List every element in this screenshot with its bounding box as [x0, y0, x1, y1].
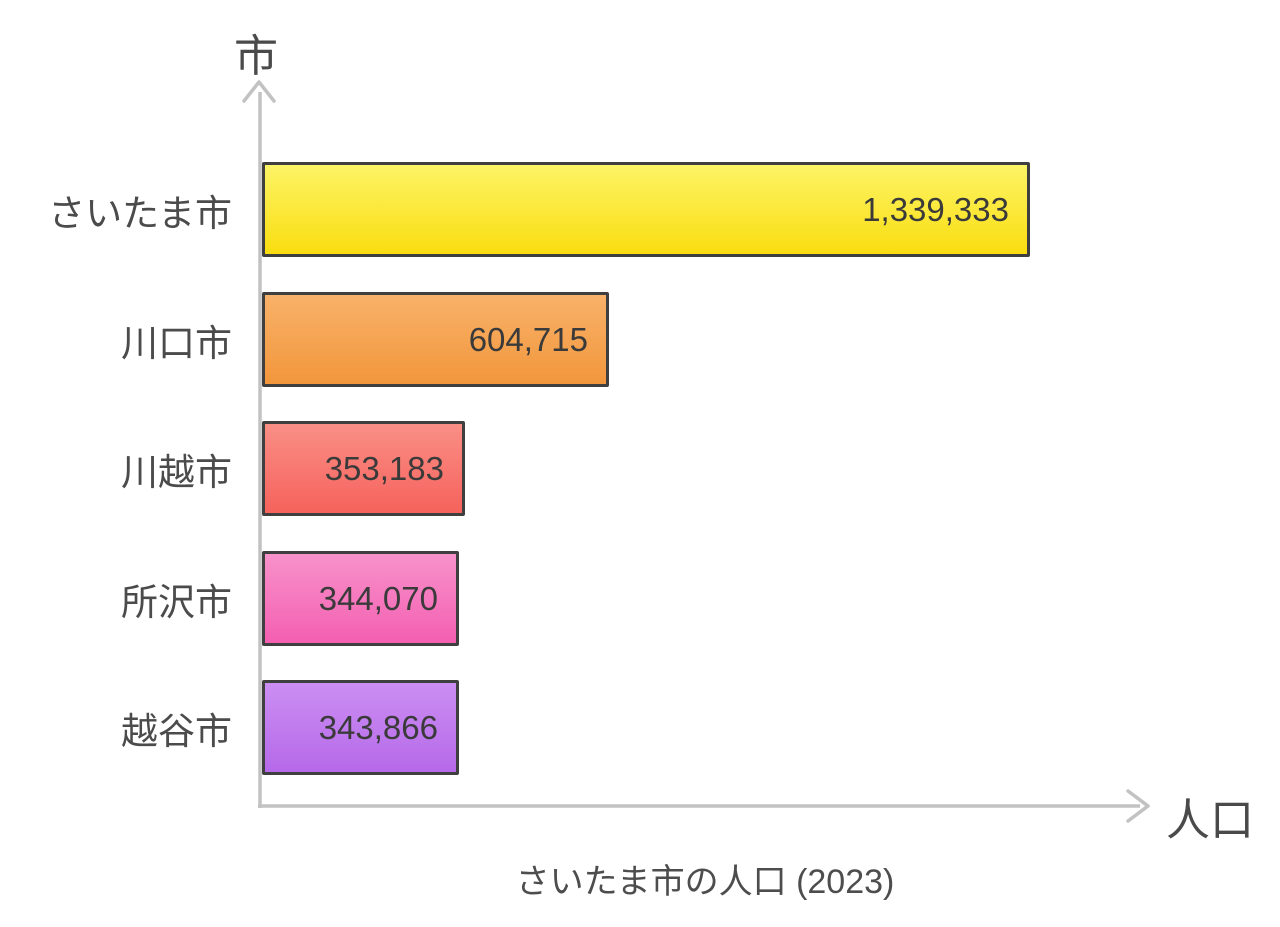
- bar-row: さいたま市 1,339,333: [0, 162, 1280, 257]
- bar-row: 越谷市 343,866: [0, 680, 1280, 775]
- category-label: 川越市: [121, 451, 232, 493]
- bar-row: 川越市 353,183: [0, 421, 1280, 516]
- bar-row: 所沢市 344,070: [0, 551, 1280, 646]
- bar-value-label: 353,183: [324, 449, 444, 487]
- bar-value-label: 1,339,333: [862, 190, 1009, 228]
- category-label: さいたま市: [48, 192, 232, 234]
- bar: 344,070: [262, 551, 459, 646]
- y-axis-title: 市: [234, 32, 278, 81]
- bar: 1,339,333: [262, 162, 1030, 257]
- bar-value-label: 343,866: [318, 708, 438, 746]
- category-label: 所沢市: [121, 581, 232, 623]
- bar-value-label: 604,715: [468, 320, 588, 358]
- bar: 353,183: [262, 421, 465, 516]
- bar-row: 川口市 604,715: [0, 292, 1280, 387]
- bar: 604,715: [262, 292, 609, 387]
- bar-value-label: 344,070: [318, 579, 438, 617]
- category-label: 越谷市: [121, 710, 232, 752]
- category-label: 川口市: [121, 322, 232, 364]
- x-axis-arrow-icon: [1126, 789, 1150, 823]
- x-axis-title: 人口: [1166, 796, 1254, 845]
- bar: 343,866: [262, 680, 459, 775]
- chart-title: さいたま市の人口 (2023): [515, 863, 895, 901]
- y-axis-arrow-icon: [242, 80, 276, 103]
